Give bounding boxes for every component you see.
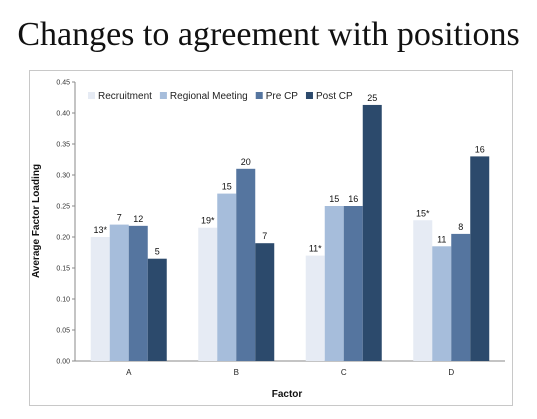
- data-label: 8: [458, 222, 463, 232]
- bar-post-cp-b: [255, 243, 275, 361]
- data-label: 15: [329, 194, 339, 204]
- data-label: 15: [222, 182, 232, 192]
- y-tick-label: 0.00: [56, 359, 70, 366]
- data-label: 12: [133, 214, 143, 224]
- category-label: C: [341, 368, 347, 377]
- category-labels: A B C D: [126, 368, 454, 377]
- bar-post-cp-d: [470, 156, 490, 361]
- x-axis-title: Factor: [272, 389, 303, 400]
- legend-label: Regional Meeting: [170, 91, 248, 102]
- bar-pre-cp-d: [451, 233, 471, 361]
- y-tick-label: 0.20: [56, 235, 70, 242]
- category-label: D: [448, 368, 454, 377]
- data-label: 16: [475, 144, 485, 154]
- y-tick-label: 0.40: [56, 111, 70, 118]
- bar-recruitment-b: [198, 227, 218, 361]
- legend-swatch: [255, 92, 263, 99]
- bars: [90, 104, 490, 361]
- data-label: 7: [117, 213, 122, 223]
- legend-swatch: [305, 92, 313, 99]
- data-label: 16: [348, 194, 358, 204]
- data-label: 25: [367, 93, 377, 103]
- legend: Recruitment Regional Meeting Pre CP Post CP: [88, 91, 353, 102]
- bar-regional-meeting-b: [217, 193, 237, 361]
- bar-post-cp-c: [362, 104, 382, 361]
- bar-recruitment-a: [90, 237, 110, 361]
- data-label: 7: [262, 231, 267, 241]
- data-label: 19*: [201, 216, 215, 226]
- bar-recruitment-c: [305, 255, 325, 361]
- y-tick-label: 0.30: [56, 173, 70, 180]
- bar-pre-cp-c: [343, 206, 363, 361]
- slide-title: Changes to agreement with positions: [17, 16, 520, 53]
- data-label: 13*: [93, 225, 107, 235]
- y-tick-label: 0.15: [56, 266, 70, 273]
- y-tick-labels: 0.00 0.05 0.10 0.15 0.20 0.25 0.30 0.35 0.40 0.45: [56, 80, 75, 366]
- legend-swatch: [88, 92, 95, 99]
- bar-pre-cp-a: [128, 225, 148, 361]
- data-labels: 13* 7 12 5 19* 15 20 7 11* 15 16 25 15* 11 8 16: [93, 93, 484, 257]
- y-axis-title: Average Factor Loading: [31, 164, 42, 278]
- data-label: 11: [437, 234, 446, 244]
- bar-regional-meeting-d: [432, 246, 452, 361]
- legend-label: Pre CP: [266, 91, 299, 102]
- legend-label: Recruitment: [98, 91, 152, 102]
- bar-regional-meeting-a: [109, 224, 129, 361]
- y-tick-label: 0.35: [56, 142, 70, 149]
- legend-swatch: [159, 92, 167, 99]
- y-tick-label: 0.45: [56, 80, 70, 87]
- y-tick-label: 0.25: [56, 204, 70, 211]
- bar-recruitment-d: [413, 220, 433, 361]
- y-tick-label: 0.10: [56, 297, 70, 304]
- y-tick-label: 0.05: [56, 328, 70, 335]
- category-label: A: [126, 368, 132, 377]
- data-label: 5: [155, 247, 160, 257]
- category-label: B: [234, 368, 239, 377]
- bar-post-cp-a: [147, 258, 167, 361]
- bar-regional-meeting-c: [324, 206, 344, 361]
- data-label: 20: [241, 157, 251, 167]
- data-label: 15*: [416, 208, 430, 218]
- legend-label: Post CP: [316, 91, 353, 102]
- data-label: 11*: [309, 244, 322, 254]
- bar-pre-cp-b: [236, 168, 256, 361]
